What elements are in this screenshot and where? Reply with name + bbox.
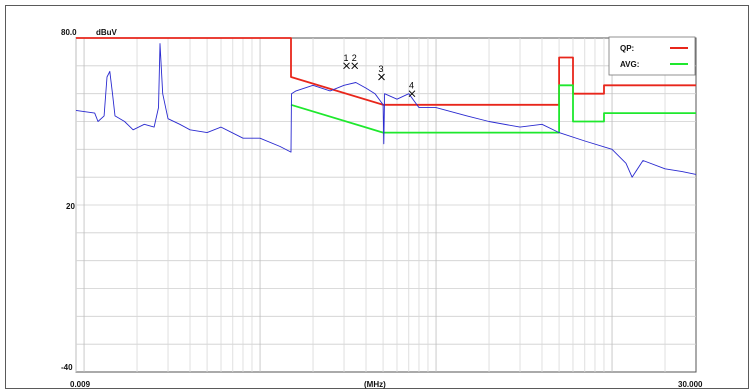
peak-markers: 1 2 3 4 [343, 53, 416, 98]
avg-limit-line [290, 84, 696, 134]
peak-marker-1 [343, 62, 350, 70]
qp-limit-line [76, 37, 696, 106]
peak-marker-3 [378, 73, 385, 81]
peak-marker-2 [351, 62, 359, 70]
y-tick-top: 80.0 [61, 28, 77, 37]
emission-chart: 1 2 3 4 QP: AVG: 80.0 dBuV 20 -40 0.009 (MH… [61, 28, 703, 389]
y-tick-mid: 20 [66, 202, 75, 211]
legend-box [608, 36, 696, 76]
x-axis-label: (MHz) [364, 380, 386, 389]
peak-marker-label-1: 1 [344, 53, 349, 63]
legend-qp-label: QP: [620, 44, 634, 53]
peak-marker-label-3: 3 [379, 64, 384, 74]
peak-marker-label-4: 4 [409, 81, 414, 91]
grid [75, 37, 697, 373]
legend: QP: AVG: [608, 36, 696, 76]
peak-marker-label-2: 2 [352, 53, 357, 63]
measurement-trace [75, 43, 697, 178]
x-tick-right: 30.000 [678, 380, 703, 389]
y-tick-bottom: -40 [61, 363, 73, 372]
y-axis-unit: dBuV [96, 28, 118, 37]
peak-marker-4 [408, 90, 416, 98]
legend-avg-label: AVG: [620, 60, 639, 69]
x-tick-left: 0.009 [70, 380, 91, 389]
series-lines [75, 37, 697, 178]
